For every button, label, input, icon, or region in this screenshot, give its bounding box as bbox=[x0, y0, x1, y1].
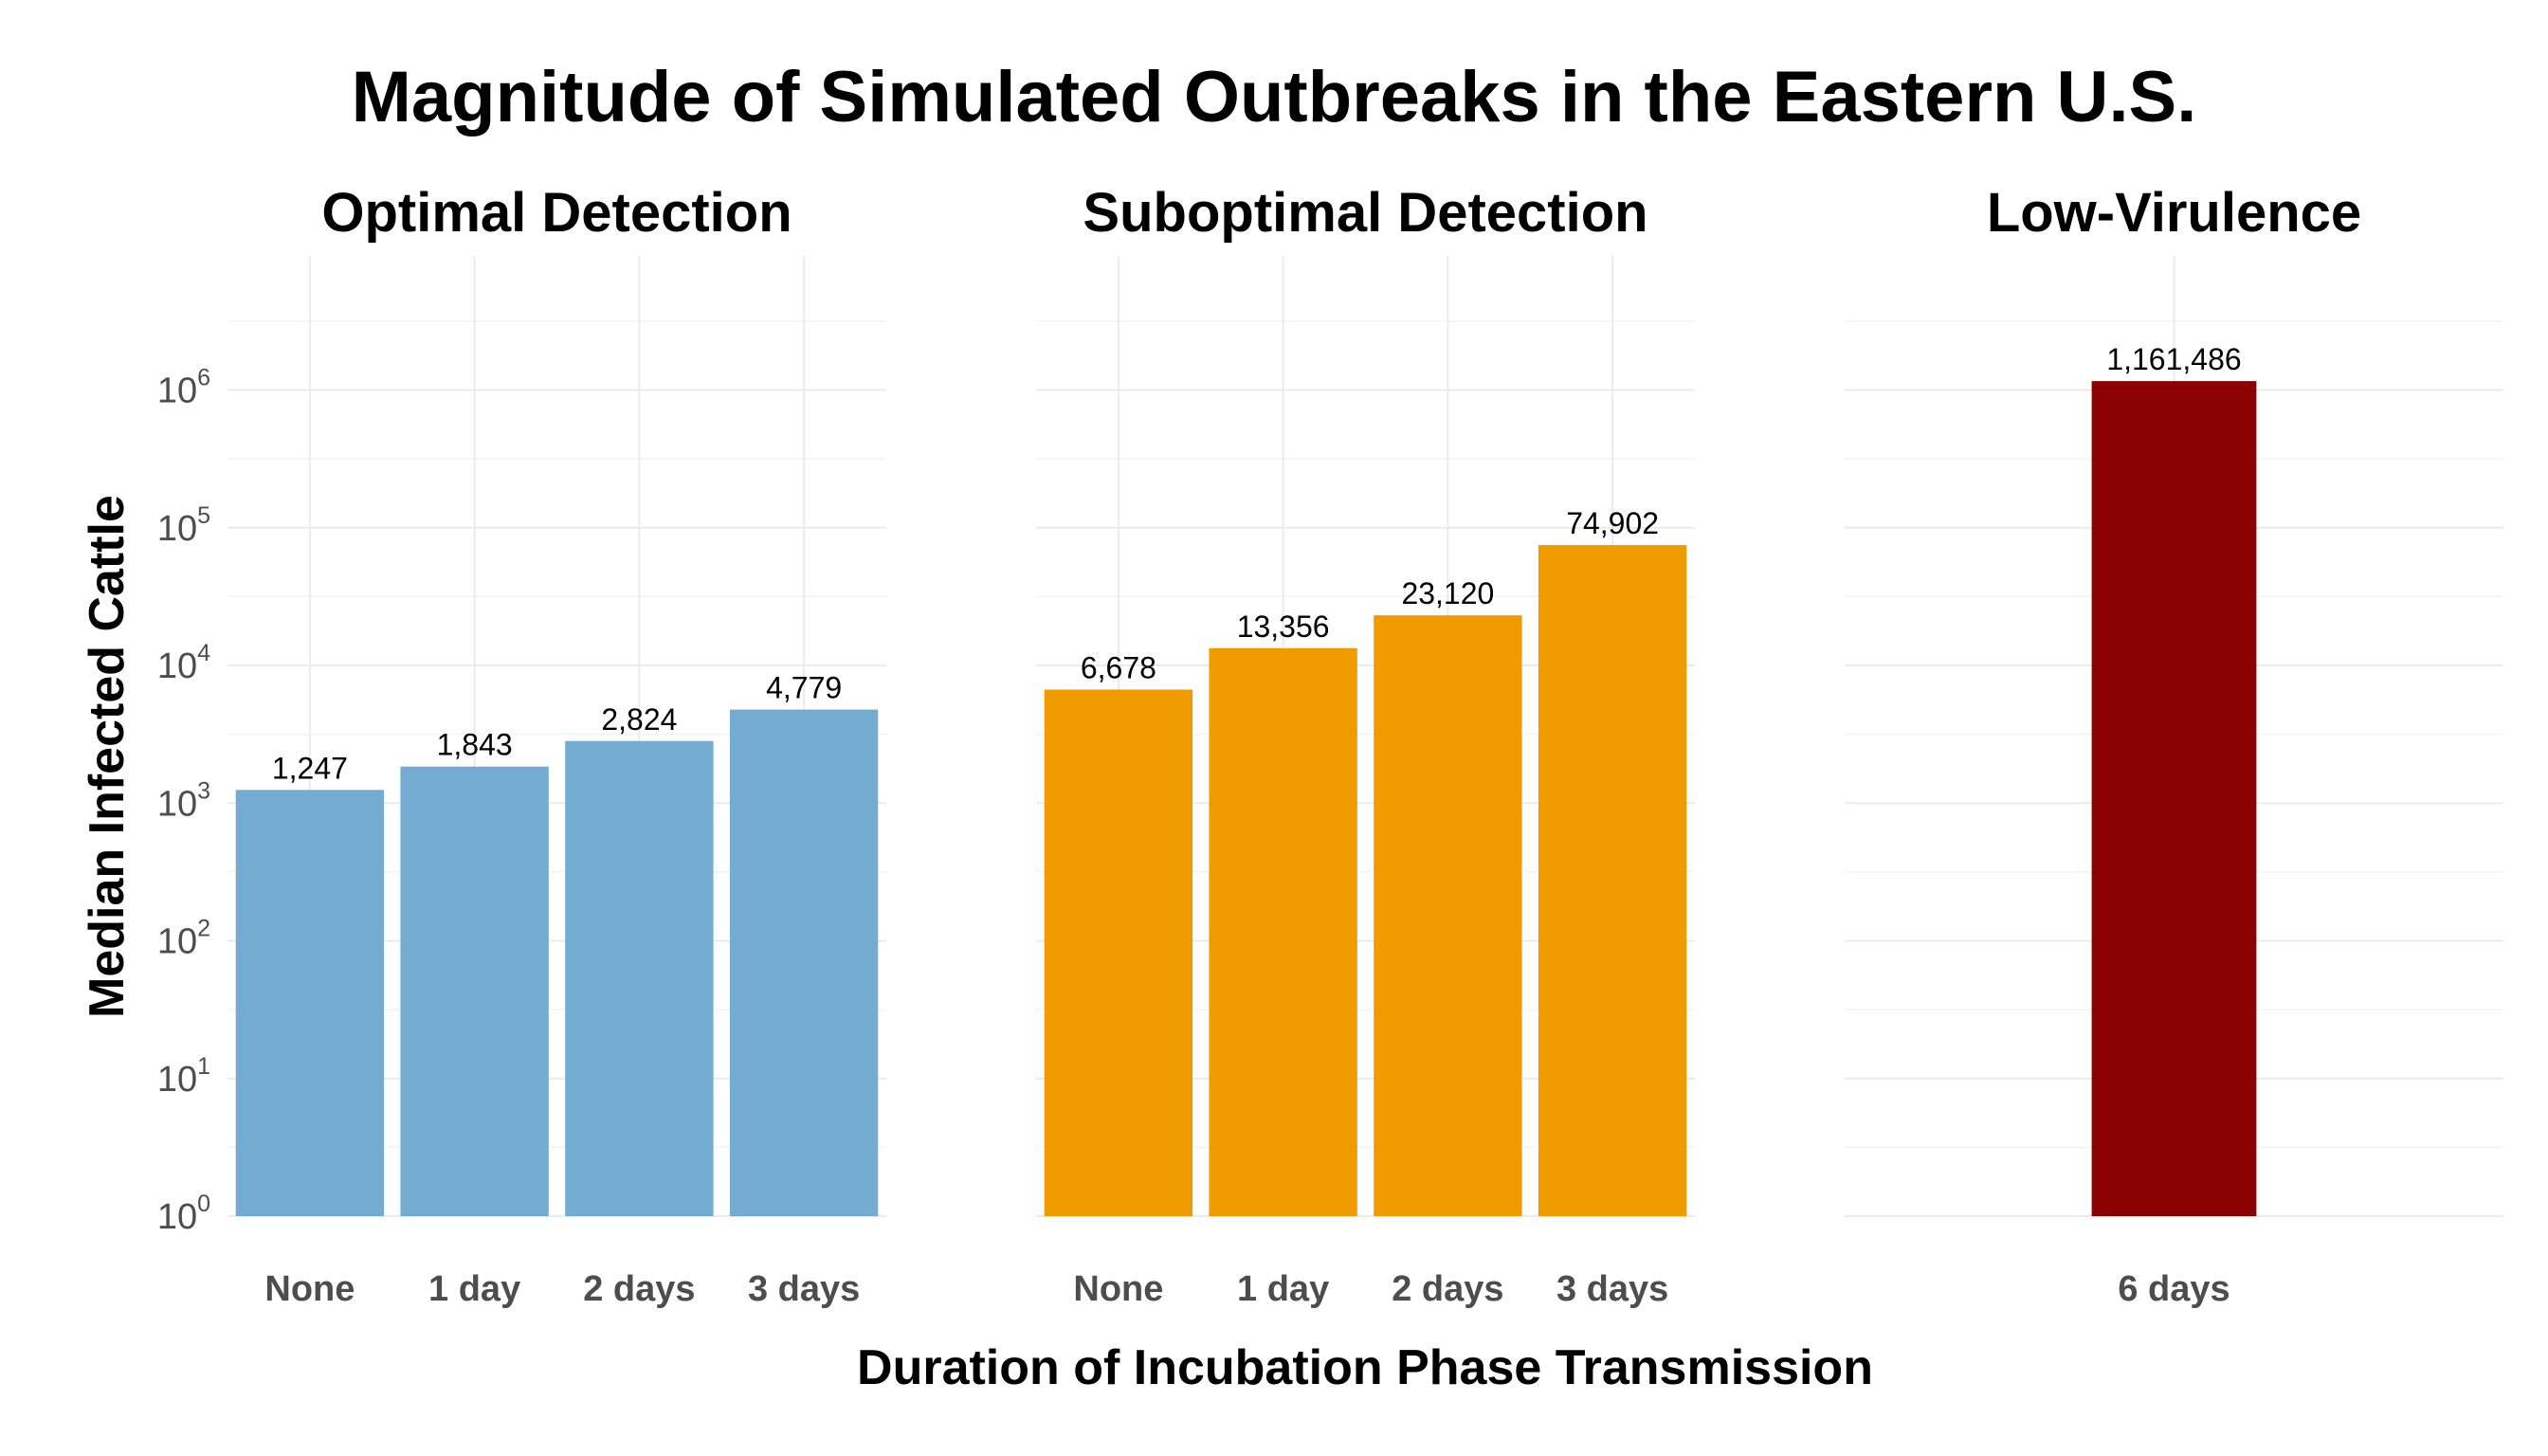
bar-value-label: 1,161,486 bbox=[2106, 342, 2241, 376]
chart-title: Magnitude of Simulated Outbreaks in the … bbox=[352, 57, 2197, 137]
bar-none bbox=[1044, 689, 1193, 1216]
panel-2: Low-Virulence 1,161,486 6 days bbox=[1845, 182, 2503, 1309]
y-tick-label: 104 bbox=[157, 640, 210, 686]
x-tick-label: 6 days bbox=[2118, 1269, 2230, 1309]
bar-3-days bbox=[729, 709, 879, 1216]
x-tick-label: 2 days bbox=[583, 1269, 695, 1309]
panel-title: Optimal Detection bbox=[321, 182, 792, 244]
bar-6-days bbox=[2091, 381, 2257, 1216]
bar-value-label: 13,356 bbox=[1237, 610, 1330, 644]
y-tick-label: 105 bbox=[157, 502, 210, 549]
bar-value-label: 23,120 bbox=[1401, 576, 1494, 610]
panel-1: Suboptimal Detection 6,678 None 13,356 1 day… bbox=[1036, 182, 1695, 1309]
x-tick-label: 3 days bbox=[748, 1269, 860, 1309]
x-tick-label: 1 day bbox=[428, 1269, 520, 1309]
bar-1-day bbox=[400, 766, 549, 1216]
bar-value-label: 2,824 bbox=[601, 702, 677, 737]
bar-value-label: 6,678 bbox=[1081, 650, 1156, 684]
chart-panels: Optimal Detection 1,247 None 1,843 1 day 2,82… bbox=[228, 182, 2503, 1309]
y-tick-label: 103 bbox=[157, 777, 210, 824]
x-tick-label: 1 day bbox=[1237, 1269, 1329, 1309]
bar-1-day bbox=[1209, 647, 1357, 1216]
y-tick-label: 106 bbox=[157, 365, 210, 411]
bar-2-days bbox=[565, 740, 714, 1216]
y-tick-label: 102 bbox=[157, 916, 210, 962]
x-tick-label: 2 days bbox=[1392, 1269, 1503, 1309]
bar-value-label: 4,779 bbox=[766, 671, 842, 705]
x-axis-title: Duration of Incubation Phase Transmissio… bbox=[857, 1340, 1873, 1395]
bar-value-label: 1,843 bbox=[437, 728, 513, 762]
bar-none bbox=[235, 790, 385, 1216]
bar-value-label: 74,902 bbox=[1566, 506, 1659, 540]
y-axis-title: Median Infected Cattle bbox=[80, 495, 135, 1018]
x-tick-label: None bbox=[1073, 1269, 1163, 1309]
y-tick-label: 101 bbox=[157, 1053, 210, 1100]
y-tick-label: 100 bbox=[157, 1191, 210, 1237]
panel-title: Suboptimal Detection bbox=[1083, 182, 1647, 244]
x-tick-label: 3 days bbox=[1556, 1269, 1668, 1309]
y-axis: 100 101 102 103 104 105 106 bbox=[157, 365, 210, 1237]
bar-3-days bbox=[1538, 544, 1687, 1216]
panel-0: Optimal Detection 1,247 None 1,843 1 day 2,82… bbox=[228, 182, 886, 1309]
bar-2-days bbox=[1374, 615, 1522, 1216]
bar-value-label: 1,247 bbox=[272, 751, 348, 785]
panel-title: Low-Virulence bbox=[1987, 182, 2361, 244]
x-tick-label: None bbox=[264, 1269, 355, 1309]
